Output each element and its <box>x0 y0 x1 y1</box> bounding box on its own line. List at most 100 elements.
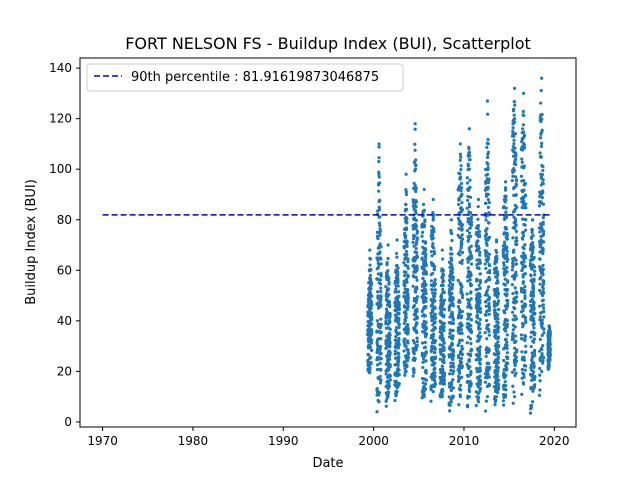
data-point <box>413 234 417 238</box>
data-point <box>449 247 453 251</box>
data-point <box>386 395 390 399</box>
data-point <box>539 275 543 279</box>
data-point <box>503 283 507 287</box>
data-point <box>459 175 463 179</box>
data-point <box>541 286 545 290</box>
x-axis: 1970 1980 1990 2000 2010 2020 <box>87 427 570 448</box>
data-point <box>478 374 482 378</box>
data-point <box>512 86 517 90</box>
data-point <box>486 155 490 160</box>
data-point <box>478 362 482 366</box>
data-point <box>458 383 463 387</box>
data-point <box>457 341 461 345</box>
data-point <box>420 234 424 238</box>
data-point <box>529 344 533 349</box>
data-point <box>457 403 461 407</box>
data-point <box>412 304 417 308</box>
data-point <box>458 338 462 342</box>
data-point <box>487 308 491 312</box>
data-point <box>484 300 488 304</box>
data-point <box>540 76 544 80</box>
data-point <box>370 331 374 336</box>
data-point <box>377 189 381 193</box>
data-point <box>485 395 490 399</box>
data-point <box>379 368 383 372</box>
data-point <box>487 312 491 316</box>
data-point <box>477 303 481 308</box>
data-point <box>484 304 488 308</box>
data-point <box>514 152 518 156</box>
data-point <box>520 160 524 164</box>
data-point <box>432 246 436 250</box>
data-point <box>467 151 472 155</box>
data-point <box>386 310 390 315</box>
data-point <box>424 371 428 375</box>
data-point <box>515 239 519 243</box>
data-point <box>510 283 514 287</box>
data-point <box>504 388 508 392</box>
data-point <box>486 142 490 146</box>
data-points <box>366 76 552 415</box>
data-point <box>524 256 528 260</box>
data-point <box>386 256 390 261</box>
data-point <box>379 274 383 278</box>
data-point <box>433 355 438 359</box>
data-point <box>396 278 400 282</box>
data-point <box>442 382 447 386</box>
data-point <box>379 262 383 266</box>
data-point <box>538 379 542 383</box>
data-point <box>505 340 509 344</box>
data-point <box>421 341 425 345</box>
data-point <box>397 368 401 372</box>
data-point <box>458 142 462 146</box>
data-point <box>403 284 407 288</box>
chart-title: FORT NELSON FS - Buildup Index (BUI), Sc… <box>125 34 531 53</box>
data-point <box>533 353 537 358</box>
data-point <box>531 287 536 291</box>
data-point <box>469 297 473 301</box>
data-point <box>459 328 464 332</box>
data-point <box>466 194 470 199</box>
data-point <box>397 331 401 335</box>
data-point <box>414 186 418 190</box>
data-point <box>532 322 536 326</box>
data-point <box>404 369 408 373</box>
data-point <box>414 348 418 352</box>
data-point <box>512 113 516 117</box>
data-point <box>423 345 427 349</box>
data-point <box>405 239 409 244</box>
data-point <box>512 249 516 253</box>
data-point <box>433 320 437 324</box>
data-point <box>494 395 499 399</box>
data-point <box>376 344 380 348</box>
data-point <box>468 337 473 341</box>
data-point <box>522 91 526 95</box>
data-point <box>538 151 542 155</box>
data-point <box>423 387 428 391</box>
data-point <box>541 263 545 268</box>
y-axis-label: Buildup Index (BUI) <box>24 179 39 305</box>
data-point <box>442 354 446 359</box>
data-point <box>504 329 508 333</box>
data-point <box>493 333 498 337</box>
x-tick-label: 2020 <box>539 434 570 448</box>
data-point <box>388 320 392 324</box>
data-point <box>413 208 418 213</box>
data-point <box>514 371 518 375</box>
data-point <box>449 276 453 280</box>
data-point <box>433 347 437 351</box>
data-point <box>494 238 499 242</box>
data-point <box>541 165 545 169</box>
data-point <box>442 328 446 333</box>
data-point <box>439 297 444 301</box>
data-point <box>538 282 542 286</box>
data-point <box>424 382 428 386</box>
data-point <box>468 178 472 182</box>
data-point <box>433 366 437 370</box>
data-point <box>523 288 527 293</box>
data-point <box>531 218 535 222</box>
data-point <box>521 280 526 284</box>
data-point <box>459 356 464 360</box>
data-point <box>522 146 527 150</box>
y-tick-label: 20 <box>57 364 72 378</box>
